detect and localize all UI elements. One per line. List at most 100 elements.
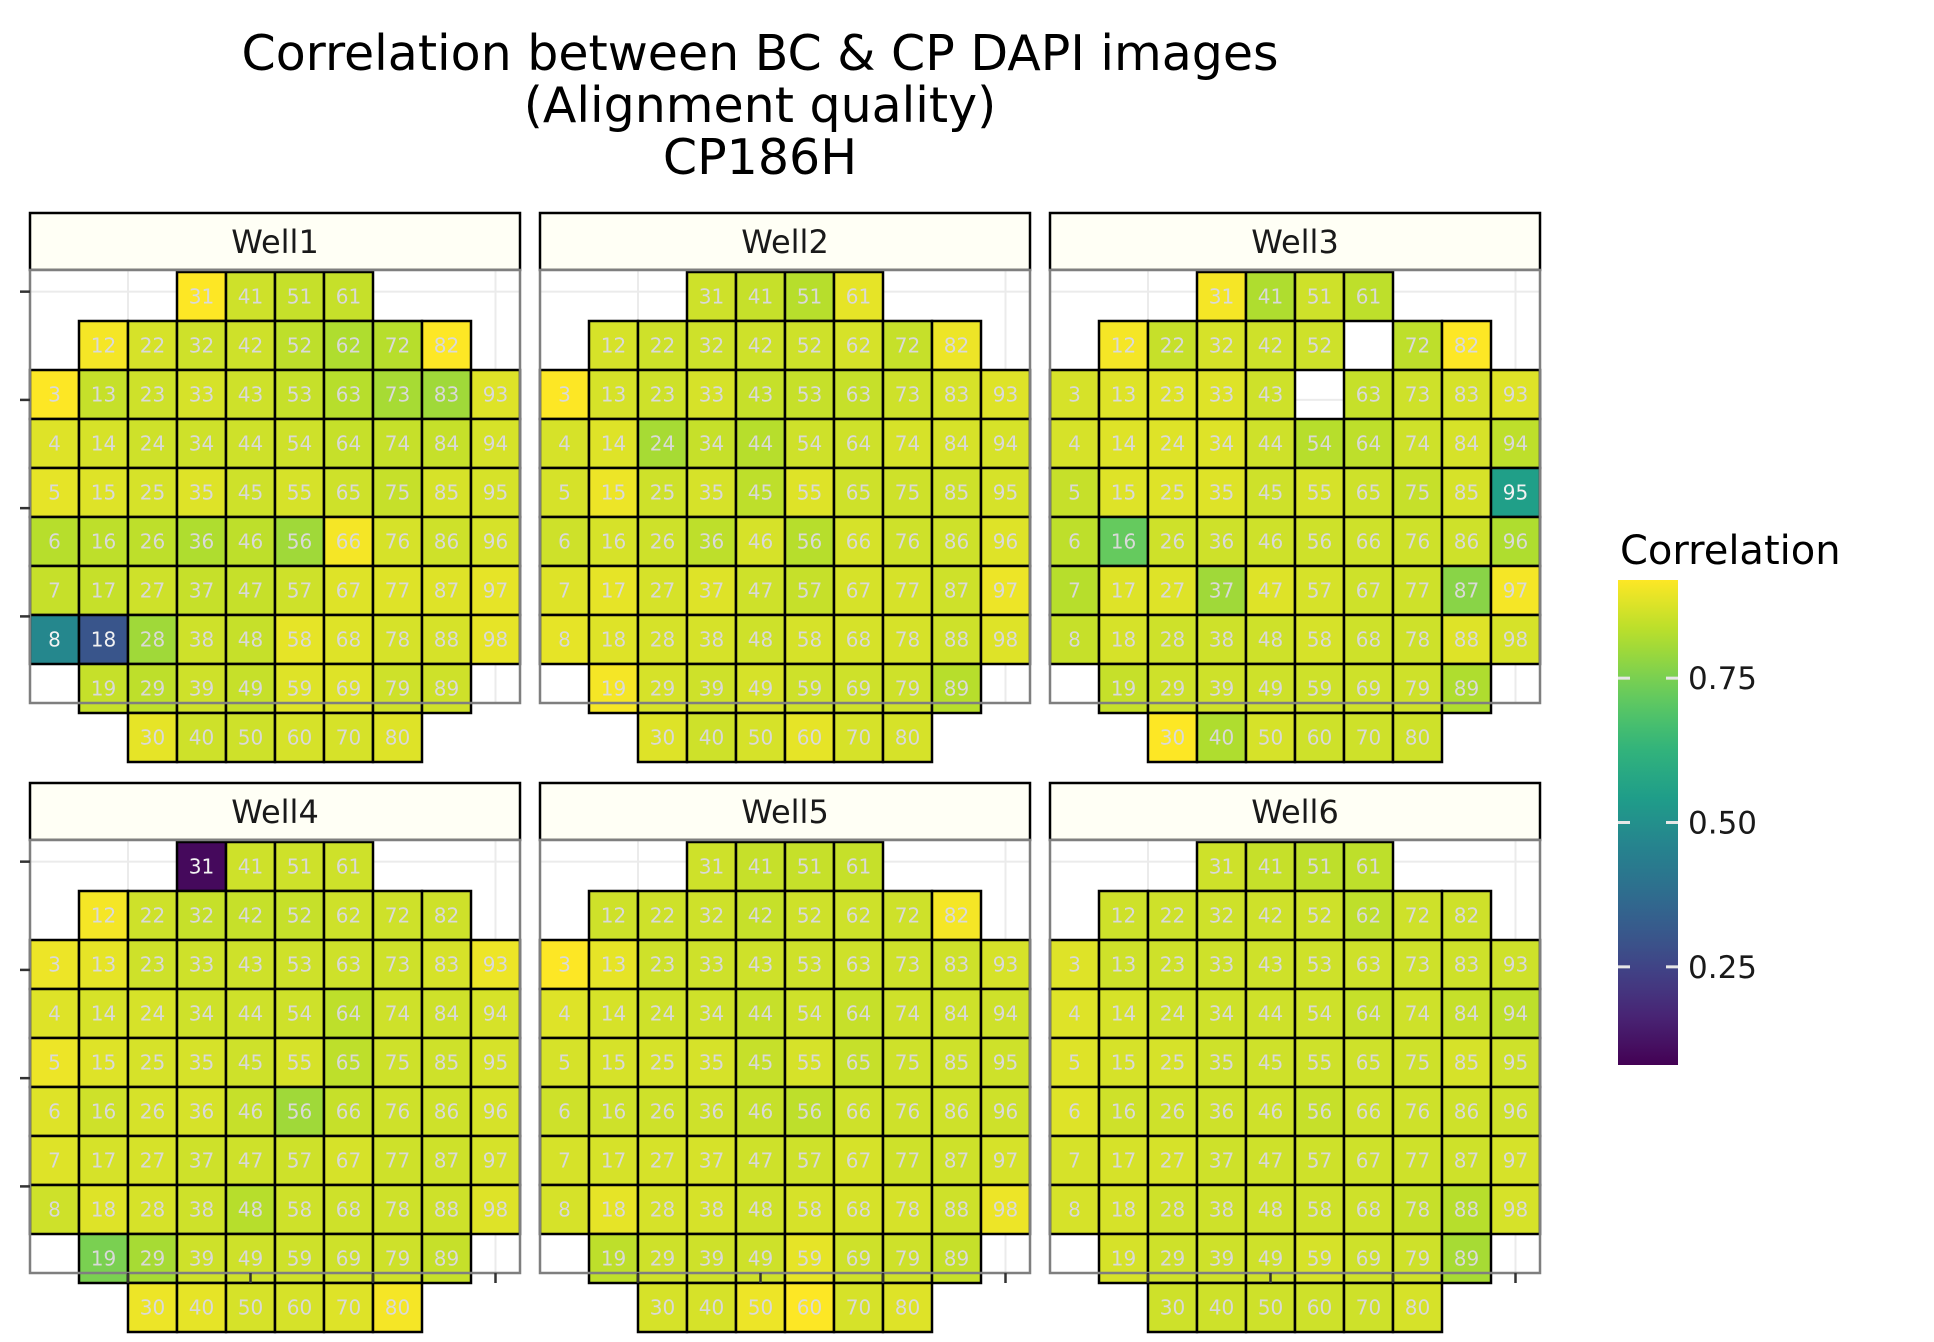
tile-label: 64 xyxy=(846,432,871,456)
tile-61 xyxy=(1342,270,1395,323)
tile-label: 7 xyxy=(558,1149,571,1173)
tile-89 xyxy=(1440,1232,1493,1285)
tile-49 xyxy=(734,662,787,715)
tile-label: 7 xyxy=(1068,579,1081,603)
tile-label: 35 xyxy=(189,1051,214,1075)
tile-label: 3 xyxy=(1068,383,1081,407)
tile-label: 94 xyxy=(1503,432,1528,456)
tile-31 xyxy=(1195,270,1248,323)
tile-label: 89 xyxy=(1454,1247,1479,1271)
tile-58 xyxy=(783,613,836,666)
facet-strip xyxy=(28,211,522,272)
tile-label: 17 xyxy=(91,1149,116,1173)
chart-title-line-1: Correlation between BC & CP DAPI images xyxy=(241,25,1278,82)
tile-label: 87 xyxy=(434,1149,459,1173)
panel-well1: Well134567812131415161718192223242526272… xyxy=(20,211,522,764)
tile-label: 32 xyxy=(189,904,214,928)
tile-label: 40 xyxy=(189,1296,214,1320)
tile-32 xyxy=(685,319,738,372)
tile-34 xyxy=(685,987,738,1040)
tile-95 xyxy=(469,466,522,519)
tile-label: 51 xyxy=(1307,285,1332,309)
tile-label: 69 xyxy=(336,677,361,701)
tile-15 xyxy=(77,466,130,519)
tile-label: 4 xyxy=(558,432,571,456)
tile-label: 63 xyxy=(1356,383,1381,407)
tile-label: 84 xyxy=(944,432,969,456)
facet-strip-label: Well3 xyxy=(1251,223,1339,261)
legend-tick-label: 0.50 xyxy=(1688,806,1757,842)
tile-label: 40 xyxy=(1209,1296,1234,1320)
tile-label: 72 xyxy=(1405,334,1430,358)
tile-27 xyxy=(126,564,179,617)
tile-label: 25 xyxy=(1160,481,1185,505)
tile-label: 52 xyxy=(797,334,822,358)
tile-label: 63 xyxy=(336,383,361,407)
tile-93 xyxy=(979,938,1032,991)
tile-label: 29 xyxy=(1160,677,1185,701)
tile-label: 59 xyxy=(797,677,822,701)
tile-label: 36 xyxy=(699,530,724,554)
tile-60 xyxy=(1293,1281,1346,1334)
tile-26 xyxy=(636,515,689,568)
tile-22 xyxy=(1146,319,1199,372)
tile-95 xyxy=(1489,466,1542,519)
tile-label: 44 xyxy=(1258,432,1283,456)
tile-label: 79 xyxy=(1405,677,1430,701)
tile-label: 78 xyxy=(385,628,410,652)
tile-label: 60 xyxy=(1307,1296,1332,1320)
tile-label: 64 xyxy=(336,1002,361,1026)
tile-31 xyxy=(175,840,228,893)
tile-label: 77 xyxy=(895,1149,920,1173)
tile-label: 79 xyxy=(895,1247,920,1271)
tile-83 xyxy=(1440,368,1493,421)
tile-23 xyxy=(126,368,179,421)
tile-30 xyxy=(1146,711,1199,764)
tile-68 xyxy=(322,1183,375,1236)
tile-3 xyxy=(28,368,81,421)
tile-label: 16 xyxy=(91,530,116,554)
tile-84 xyxy=(930,417,983,470)
tile-label: 83 xyxy=(944,383,969,407)
tile-label: 14 xyxy=(91,1002,116,1026)
tile-label: 65 xyxy=(846,1051,871,1075)
tile-label: 18 xyxy=(1111,1198,1136,1222)
tile-30 xyxy=(126,711,179,764)
tile-96 xyxy=(1489,515,1542,568)
tile-label: 28 xyxy=(140,1198,165,1222)
tile-78 xyxy=(881,613,934,666)
tile-label: 94 xyxy=(483,432,508,456)
tile-label: 47 xyxy=(1258,1149,1283,1173)
tile-label: 27 xyxy=(1160,1149,1185,1173)
tile-label: 84 xyxy=(434,432,459,456)
tile-label: 87 xyxy=(944,579,969,603)
tile-51 xyxy=(1293,270,1346,323)
tile-label: 43 xyxy=(748,383,773,407)
tile-76 xyxy=(371,1085,424,1138)
tile-52 xyxy=(1293,319,1346,372)
tile-label: 39 xyxy=(189,677,214,701)
tile-61 xyxy=(322,840,375,893)
tile-label: 52 xyxy=(1307,904,1332,928)
tile-64 xyxy=(322,417,375,470)
tile-label: 66 xyxy=(1356,530,1381,554)
tile-label: 37 xyxy=(1209,1149,1234,1173)
tile-label: 37 xyxy=(699,579,724,603)
tile-label: 45 xyxy=(238,1051,263,1075)
legend-tick-label: 0.75 xyxy=(1688,661,1757,697)
tile-label: 80 xyxy=(1405,726,1430,750)
legend-tick-label: 0.25 xyxy=(1688,950,1757,986)
tile-18 xyxy=(1097,613,1150,666)
tile-label: 16 xyxy=(601,530,626,554)
tile-87 xyxy=(1440,1134,1493,1187)
tile-label: 13 xyxy=(91,383,116,407)
tile-label: 83 xyxy=(434,383,459,407)
tile-label: 48 xyxy=(1258,628,1283,652)
tile-46 xyxy=(1244,1085,1297,1138)
tile-label: 35 xyxy=(699,481,724,505)
tile-label: 66 xyxy=(846,1100,871,1124)
tile-33 xyxy=(175,368,228,421)
tile-label: 3 xyxy=(48,953,61,977)
tile-label: 28 xyxy=(650,628,675,652)
tile-32 xyxy=(175,889,228,942)
